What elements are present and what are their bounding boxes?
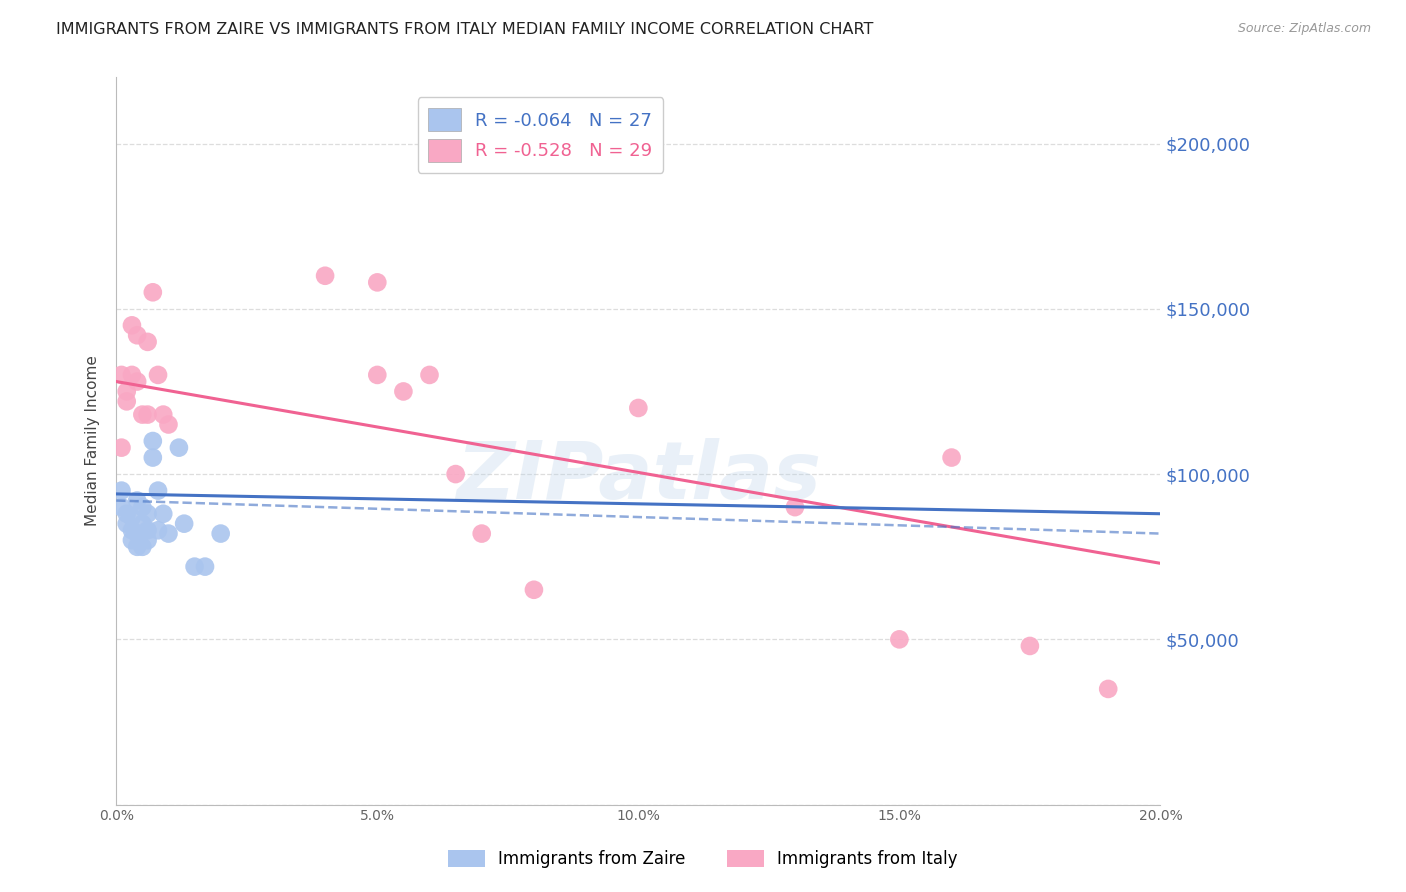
- Point: [110, 441, 132, 455]
- Point: [131, 540, 153, 554]
- Point: [127, 540, 149, 554]
- Point: [115, 384, 138, 399]
- Point: [392, 384, 415, 399]
- Point: [152, 507, 174, 521]
- Point: [366, 368, 388, 382]
- Point: [194, 559, 217, 574]
- Point: [110, 500, 132, 515]
- Point: [146, 483, 169, 498]
- Point: [136, 507, 159, 521]
- Point: [889, 632, 911, 647]
- Point: [157, 526, 180, 541]
- Text: Source: ZipAtlas.com: Source: ZipAtlas.com: [1237, 22, 1371, 36]
- Point: [136, 334, 159, 349]
- Text: ZIPatlas: ZIPatlas: [456, 438, 821, 516]
- Point: [131, 500, 153, 515]
- Point: [627, 401, 650, 415]
- Point: [444, 467, 467, 481]
- Point: [110, 368, 132, 382]
- Text: IMMIGRANTS FROM ZAIRE VS IMMIGRANTS FROM ITALY MEDIAN FAMILY INCOME CORRELATION : IMMIGRANTS FROM ZAIRE VS IMMIGRANTS FROM…: [56, 22, 873, 37]
- Point: [314, 268, 336, 283]
- Point: [115, 507, 138, 521]
- Point: [142, 450, 165, 465]
- Point: [142, 434, 165, 448]
- Point: [121, 533, 143, 548]
- Point: [366, 276, 388, 290]
- Point: [131, 408, 153, 422]
- Point: [418, 368, 440, 382]
- Point: [157, 417, 180, 432]
- Point: [121, 523, 143, 537]
- Point: [173, 516, 195, 531]
- Point: [127, 526, 149, 541]
- Y-axis label: Median Family Income: Median Family Income: [86, 356, 100, 526]
- Point: [209, 526, 232, 541]
- Point: [523, 582, 546, 597]
- Point: [127, 328, 149, 343]
- Point: [146, 523, 169, 537]
- Point: [121, 368, 143, 382]
- Point: [183, 559, 205, 574]
- Point: [131, 516, 153, 531]
- Point: [142, 285, 165, 300]
- Point: [1019, 639, 1042, 653]
- Point: [121, 510, 143, 524]
- Point: [127, 375, 149, 389]
- Point: [471, 526, 494, 541]
- Point: [136, 523, 159, 537]
- Legend: R = -0.064   N = 27, R = -0.528   N = 29: R = -0.064 N = 27, R = -0.528 N = 29: [418, 97, 664, 173]
- Point: [146, 368, 169, 382]
- Point: [783, 500, 806, 515]
- Point: [127, 493, 149, 508]
- Point: [152, 408, 174, 422]
- Point: [115, 516, 138, 531]
- Legend: Immigrants from Zaire, Immigrants from Italy: Immigrants from Zaire, Immigrants from I…: [441, 843, 965, 875]
- Point: [941, 450, 963, 465]
- Point: [110, 483, 132, 498]
- Point: [136, 533, 159, 548]
- Point: [121, 318, 143, 333]
- Point: [136, 408, 159, 422]
- Point: [115, 394, 138, 409]
- Point: [167, 441, 190, 455]
- Point: [1097, 681, 1119, 696]
